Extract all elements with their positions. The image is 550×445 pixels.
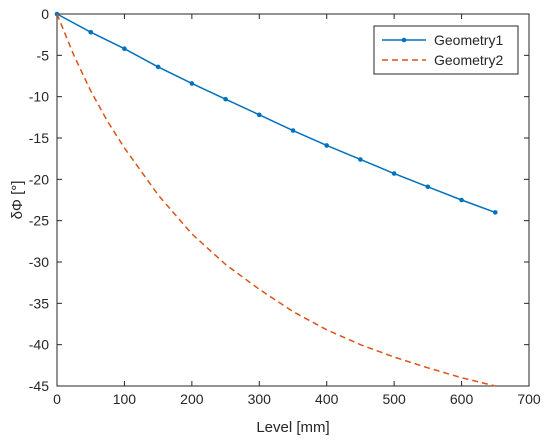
data-point xyxy=(122,46,127,52)
data-point xyxy=(256,112,262,118)
series-line-geometry2 xyxy=(56,13,496,387)
x-tick-label: 100 xyxy=(113,391,137,407)
data-point xyxy=(189,81,195,86)
data-point xyxy=(88,29,94,35)
legend-marker xyxy=(401,37,407,43)
y-tick-label: -20 xyxy=(29,171,49,187)
legend-label: Geometry1 xyxy=(434,32,503,48)
data-point xyxy=(425,184,431,190)
y-tick-label: 0 xyxy=(41,6,49,22)
data-point xyxy=(492,210,498,215)
x-axis-label: Level [mm] xyxy=(256,419,329,436)
x-tick-label: 400 xyxy=(315,391,339,407)
plot-area xyxy=(56,13,530,387)
data-point xyxy=(391,171,397,176)
data-point xyxy=(459,197,464,203)
x-tick-label: 700 xyxy=(517,391,541,407)
x-tick-label: 500 xyxy=(382,391,406,407)
y-tick-label: -40 xyxy=(29,337,49,353)
data-point xyxy=(223,96,228,102)
data-point xyxy=(155,64,161,70)
legend: Geometry1 Geometry2 xyxy=(373,25,519,75)
series-line-geometry1 xyxy=(56,13,496,214)
legend-label: Geometry2 xyxy=(434,52,503,68)
y-tick-label: -30 xyxy=(29,254,49,270)
y-tick-label: -10 xyxy=(29,89,49,105)
axis-ticks: 0 100 200 300 400 500 600 700 0 -5 -10 -15 -20 -25 -30… xyxy=(29,6,541,407)
y-tick-label: -45 xyxy=(29,378,49,394)
y-tick-label: -35 xyxy=(29,295,49,311)
legend-box xyxy=(373,25,519,75)
y-axis-label: δΦ [°] xyxy=(9,181,26,220)
y-tick-label: -25 xyxy=(29,213,49,229)
data-point xyxy=(358,157,363,162)
x-tick-label: 200 xyxy=(180,391,204,407)
data-point xyxy=(290,128,296,133)
x-tick-label: 0 xyxy=(53,391,61,407)
x-tick-label: 600 xyxy=(450,391,474,407)
data-point xyxy=(324,143,330,148)
y-tick-label: -5 xyxy=(37,47,50,63)
series-layer xyxy=(54,11,498,387)
x-tick-label: 300 xyxy=(248,391,272,407)
y-tick-label: -15 xyxy=(29,130,49,146)
